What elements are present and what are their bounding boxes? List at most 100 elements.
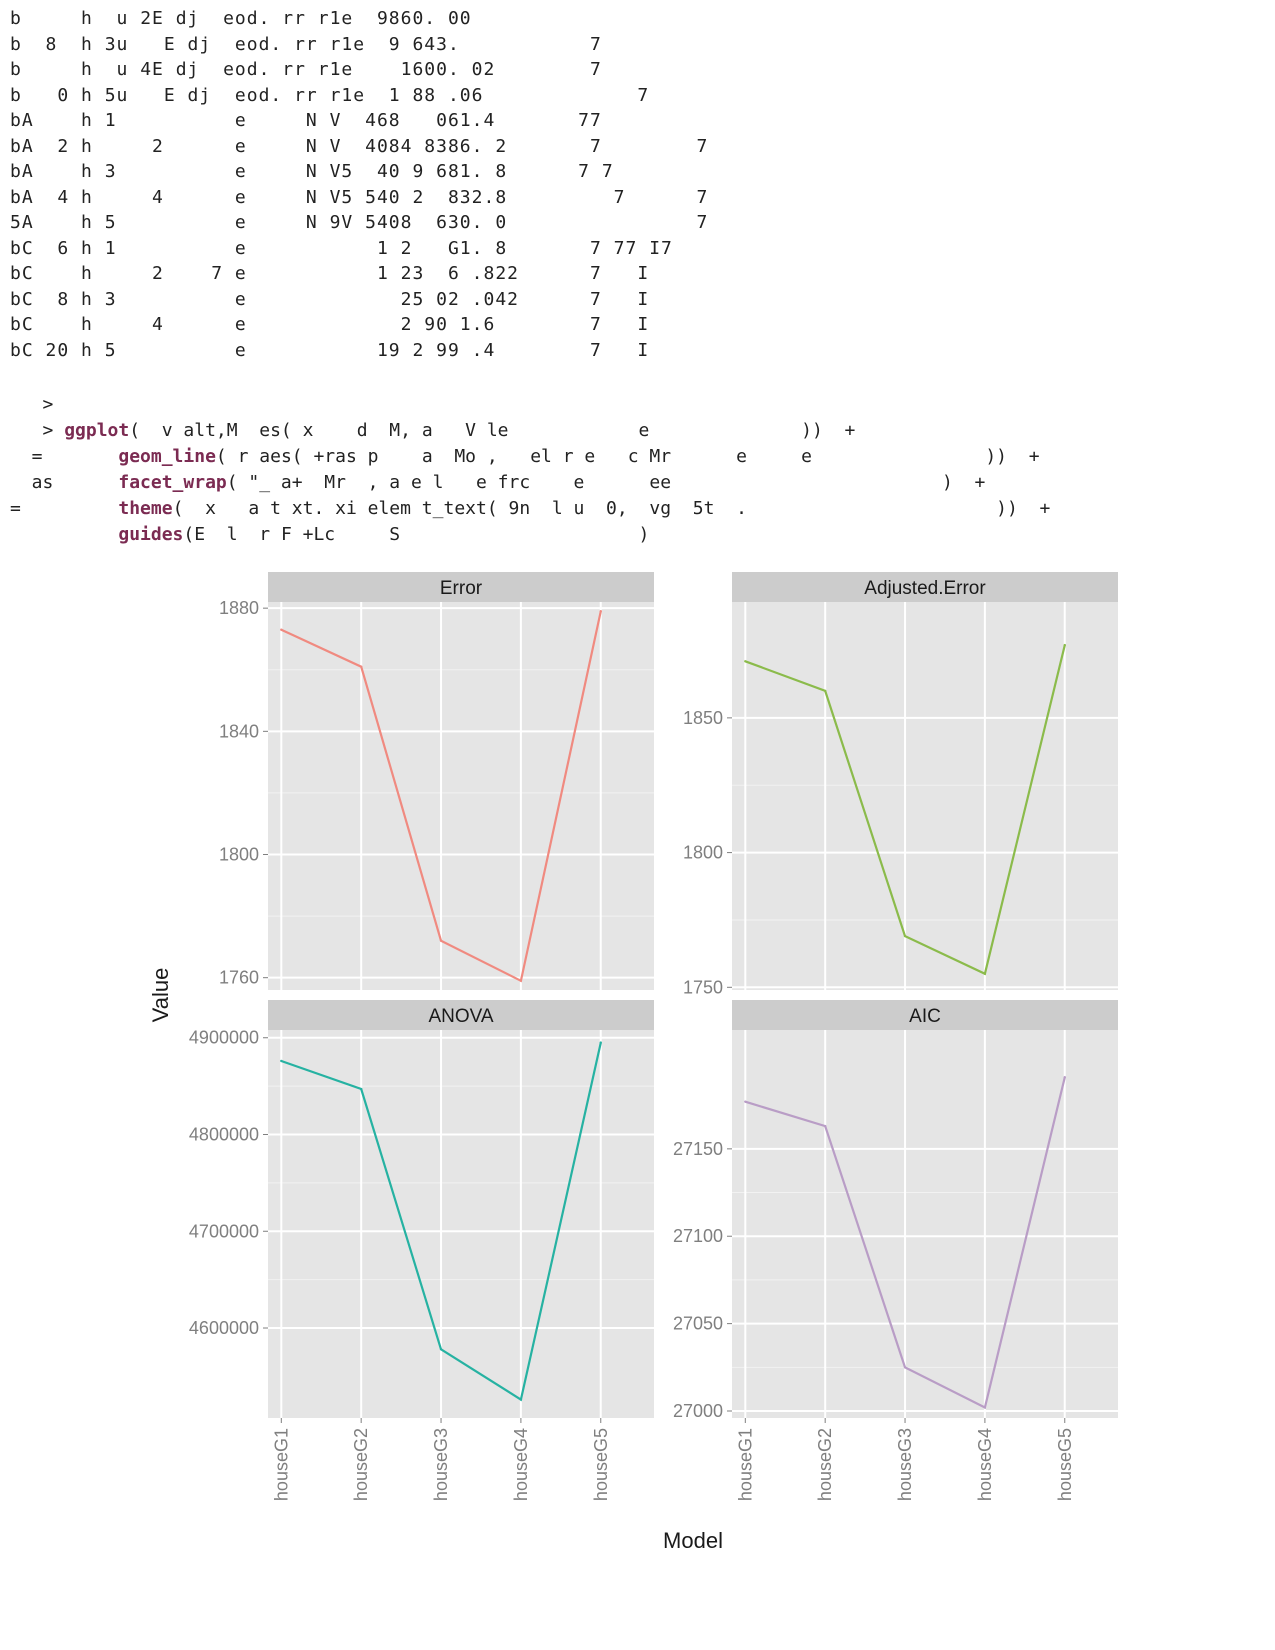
data-point: [439, 939, 443, 942]
plot-panel: [732, 1030, 1118, 1418]
y-tick-label: 27050: [673, 1314, 723, 1334]
facet-panel: AIC 27000 27050 27100 27150 houseG1 houseG2 hou…: [673, 1000, 1118, 1501]
code-fn: guides: [118, 524, 184, 545]
console-line: b h u 2E dj eod. rr r1e 9860. 00: [10, 8, 472, 29]
y-tick-label: 1800: [219, 845, 259, 865]
data-point: [744, 1100, 747, 1103]
data-point: [280, 628, 283, 631]
console-line: bA 2 h 2 e N V 4084 8386. 2 7 7: [10, 135, 709, 157]
console-line: bC h 2 7 e 1 23 6 .822 7 I: [10, 263, 650, 284]
facet-strip: [732, 572, 1118, 602]
data-point: [744, 660, 747, 663]
console-line: bC 20 h 5 e 19 2 99 .4 7 I: [10, 339, 650, 361]
console-line: bA h 3 e N V5 40 9 681. 8 7 7: [10, 161, 614, 182]
x-tick-label: houseG3: [431, 1428, 451, 1501]
data-point: [359, 665, 363, 668]
facet-panel: ANOVA 4600000 4700000 4800000 4900000 houseG1…: [189, 1000, 654, 1501]
y-tick-label: 4800000: [189, 1124, 259, 1144]
code-prefix: >: [10, 420, 65, 441]
x-tick-label: houseG2: [815, 1428, 835, 1501]
y-tick-label: 4900000: [189, 1028, 259, 1048]
y-tick-label: 1880: [219, 598, 259, 618]
data-point: [519, 979, 523, 982]
console-line: bA h 1 e N V 468 061.4 77: [10, 110, 602, 131]
facet-strip-label: ANOVA: [428, 1006, 493, 1027]
code-line-geom: = geom_line( r aes( +ras p a Mo , el r e…: [10, 444, 1260, 470]
y-tick-label: 27150: [673, 1139, 723, 1159]
code-args: (E l r F +Lc S ): [183, 524, 650, 545]
console-line: 5A h 5 e N 9V 5408 630. 0 7: [10, 212, 709, 233]
data-point: [983, 972, 987, 976]
code-line-theme: = theme( x a t xt. xi elem t_text( 9n l …: [10, 496, 1260, 522]
code-args: ( "_ a+ Mr , a e l e frc e ee ) +: [226, 472, 986, 493]
code-line-facet: as facet_wrap( "_ a+ Mr , a e l e frc e …: [10, 470, 1260, 496]
x-tick-label: houseG1: [735, 1428, 755, 1501]
x-tick-label: houseG5: [591, 1428, 611, 1501]
data-point: [1063, 1075, 1066, 1079]
data-point: [903, 1366, 907, 1369]
data-point: [439, 1348, 443, 1351]
y-tick-label: 4600000: [189, 1318, 259, 1338]
y-tick-label: 4700000: [189, 1221, 259, 1241]
y-tick-label: 1750: [683, 977, 723, 997]
console-line: bC h 4 e 2 90 1.6 7 I: [10, 314, 650, 335]
facet-strip-label: AIC: [909, 1006, 941, 1027]
code-fn: geom_line: [118, 446, 216, 467]
data-point: [903, 934, 907, 938]
plot-panel: [732, 602, 1118, 990]
x-tick-label: houseG2: [351, 1428, 371, 1501]
facet-strip: [732, 1000, 1118, 1030]
facet-panel: Error 1760 1800 1840 1880: [219, 572, 654, 990]
code-prefix: =: [10, 498, 119, 519]
data-point: [280, 1059, 283, 1063]
x-tick-label: houseG1: [271, 1428, 291, 1501]
facet-panel: Adjusted.Error 1750 1800 1850: [683, 572, 1118, 997]
facet-strip: [268, 1000, 654, 1030]
x-tick-label: houseG4: [975, 1428, 995, 1501]
facet-strip-label: Adjusted.Error: [864, 578, 986, 599]
code-prefix: =: [10, 446, 119, 467]
y-tick-label: 1800: [683, 843, 723, 863]
data-point: [983, 1406, 987, 1409]
code-args: ( r aes( +ras p a Mo , el r e c Mr e e )…: [215, 446, 1040, 467]
x-tick-label: houseG4: [511, 1428, 531, 1501]
data-point: [599, 610, 602, 613]
data-point: [823, 1124, 827, 1128]
data-point: [823, 689, 827, 693]
facet-line-chart: Error 1760 1800 1840 1880 Adjusted.Error 1750 1…: [148, 572, 1118, 1553]
facet-strip: [268, 572, 654, 602]
console-line: bC 6 h 1 e 1 2 G1. 8 7 77 I7: [10, 237, 673, 259]
y-tick-label: 1760: [219, 968, 259, 988]
facet-strip-label: Error: [440, 578, 483, 599]
code-fn: ggplot: [64, 420, 130, 441]
y-axis-title: Value: [148, 968, 173, 1023]
y-tick-label: 1840: [219, 721, 259, 741]
console-output: b h u 2E dj eod. rr r1e 9860. 00 b 8 h 3u…: [10, 6, 1260, 363]
data-point: [599, 1041, 602, 1044]
x-tick-label: houseG5: [1055, 1428, 1075, 1501]
x-tick-label: houseG3: [895, 1428, 915, 1501]
code-fn: theme: [118, 498, 173, 519]
code-args: ( x a t xt. xi elem t_text( 9n l u 0, vg…: [172, 498, 1051, 519]
y-tick-label: 27100: [673, 1226, 723, 1246]
console-line: b 0 h 5u E dj eod. rr r1e 1 88 .06 7: [10, 84, 650, 106]
console-line: bC 8 h 3 e 25 02 .042 7 I: [10, 288, 650, 310]
console-line: b 8 h 3u E dj eod. rr r1e 9 643. 7: [10, 33, 602, 55]
plot-panel: [268, 1030, 654, 1418]
data-point: [519, 1398, 523, 1401]
code-prefix: [10, 524, 118, 545]
y-tick-label: 1850: [683, 708, 723, 728]
code-prompt: >: [10, 394, 54, 415]
data-point: [1063, 643, 1066, 647]
r-code-block: > > ggplot( v alt,M es( x d M, a V le e …: [10, 392, 1260, 548]
data-point: [359, 1087, 363, 1091]
code-line-guides: guides(E l r F +Lc S ): [10, 522, 1260, 548]
code-fn: facet_wrap: [118, 472, 227, 493]
code-prefix: as: [10, 472, 119, 493]
x-axis-title: Model: [663, 1528, 723, 1553]
y-tick-label: 27000: [673, 1401, 723, 1421]
plot-panel: [268, 602, 654, 990]
console-line: bA 4 h 4 e N V5 540 2 832.8 7 7: [10, 186, 709, 208]
code-line-ggplot: > ggplot( v alt,M es( x d M, a V le e ))…: [10, 418, 1260, 444]
console-line: b h u 4E dj eod. rr r1e 1600. 02 7: [10, 59, 602, 80]
